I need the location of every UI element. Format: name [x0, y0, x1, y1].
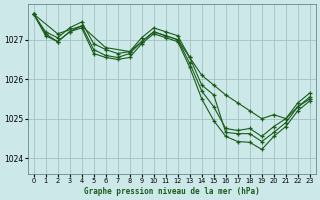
X-axis label: Graphe pression niveau de la mer (hPa): Graphe pression niveau de la mer (hPa)	[84, 187, 260, 196]
